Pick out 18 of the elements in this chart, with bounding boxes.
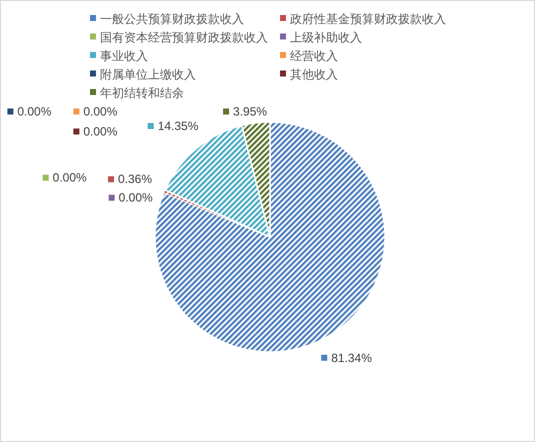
data-label: 14.35% [158,119,199,134]
legend-label: 经营收入 [290,49,338,63]
legend-label: 上级补助收入 [290,30,362,44]
text: 0.00% [83,104,118,118]
text: 0.00% [17,104,52,118]
legend-label: 事业收入 [100,49,148,63]
data-label: 81.34% [331,350,372,365]
text: 0.00% [83,124,118,138]
text: 0.00% [118,190,153,205]
legend-label: 一般公共预算财政拨款收入 [100,12,244,26]
legend-label: 年初结转和结余 [100,86,184,100]
data-label: 0.36% [118,172,152,186]
data-label: 3.95% [233,104,268,118]
legend-label: 政府性基金预算财政拨款收入 [290,12,446,26]
text: 0.00% [52,170,87,185]
legend-label: 国有资本经营预算财政拨款收入 [100,30,268,44]
legend-label: 其他收入 [290,68,338,82]
legend-label: 附属单位上缴收入 [100,68,196,82]
